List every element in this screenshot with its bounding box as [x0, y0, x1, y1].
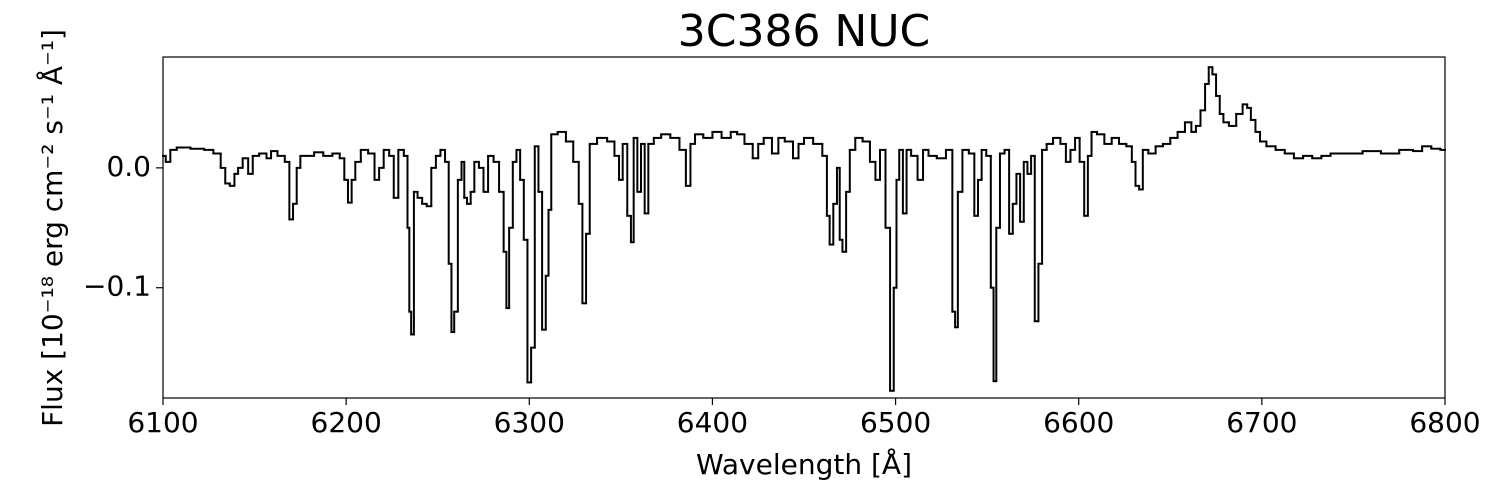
y-tick-label: −0.1: [83, 270, 151, 303]
x-tick-label: 6600: [1043, 406, 1114, 439]
x-tick-label: 6700: [1226, 406, 1297, 439]
plot-frame: [162, 56, 1446, 399]
x-tick-label: 6300: [494, 406, 565, 439]
x-tick-label: 6800: [1409, 406, 1480, 439]
x-tick-label: 6500: [860, 406, 931, 439]
x-tick-label: 6200: [311, 406, 382, 439]
chart-title: 3C386 NUC: [678, 6, 931, 57]
x-tick-label: 6400: [677, 406, 748, 439]
y-tick-label: 0.0: [106, 150, 151, 183]
y-axis-label: Flux [10⁻¹⁸ erg cm⁻² s⁻¹ Å⁻¹]: [35, 29, 69, 427]
x-axis-label: Wavelength [Å]: [696, 447, 912, 481]
x-tick-label: 6100: [127, 406, 198, 439]
